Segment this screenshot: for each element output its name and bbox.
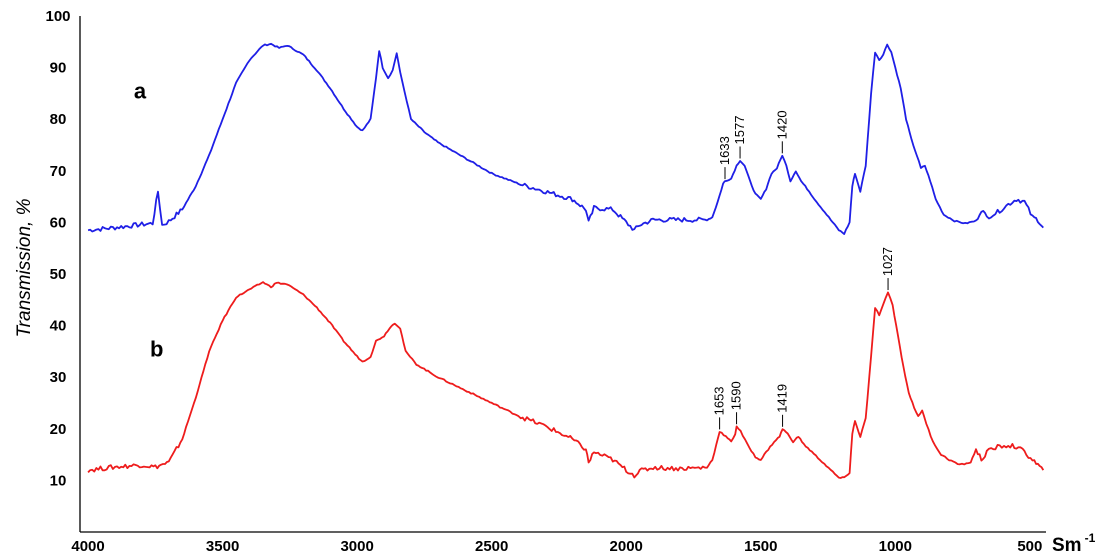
series-labels: ab [134, 79, 164, 362]
y-tick-label: 90 [50, 60, 67, 77]
peak-label-1420: 1420 [774, 110, 789, 139]
peak-label-1653: 1653 [712, 386, 727, 415]
y-tick-label: 30 [50, 369, 67, 386]
y-tick-label: 70 [50, 163, 67, 180]
peak-label-1633: 1633 [717, 136, 732, 165]
peak-label-1577: 1577 [732, 116, 747, 145]
x-tick-label: 4000 [71, 538, 104, 555]
x-tick-label: 2000 [610, 538, 643, 555]
y-tick-labels: 10 20 30 40 50 60 70 80 90 100 [45, 8, 70, 489]
x-tick-label: 3000 [340, 538, 373, 555]
x-axis-unit-exponent: -1 [1085, 531, 1096, 545]
series-b-label: b [150, 337, 163, 362]
peak-label-1419: 1419 [775, 384, 790, 413]
y-tick-label: 100 [45, 8, 70, 25]
x-axis-unit-base: Sm [1052, 535, 1082, 556]
x-axis-unit: Sm -1 [1052, 531, 1096, 556]
series-a-label: a [134, 79, 147, 104]
y-tick-label: 10 [50, 472, 67, 489]
series-a-line [87, 42, 1044, 235]
series-b-line [87, 281, 1045, 479]
peak-label-1027: 1027 [880, 247, 895, 276]
y-tick-label: 20 [50, 421, 67, 438]
y-axis-label: Transmission, % [14, 198, 35, 337]
y-tick-label: 50 [50, 266, 67, 283]
x-tick-label: 1000 [879, 538, 912, 555]
series-layer [87, 42, 1045, 479]
peak-label-1590: 1590 [729, 381, 744, 410]
y-tick-label: 40 [50, 318, 67, 335]
x-tick-labels: 4000 3500 3000 2500 2000 1500 1000 500 [71, 538, 1042, 555]
y-tick-label: 60 [50, 214, 67, 231]
y-tick-label: 80 [50, 111, 67, 128]
x-tick-label: 500 [1017, 538, 1042, 555]
x-tick-label: 2500 [475, 538, 508, 555]
x-tick-label: 1500 [744, 538, 777, 555]
x-tick-label: 3500 [206, 538, 239, 555]
